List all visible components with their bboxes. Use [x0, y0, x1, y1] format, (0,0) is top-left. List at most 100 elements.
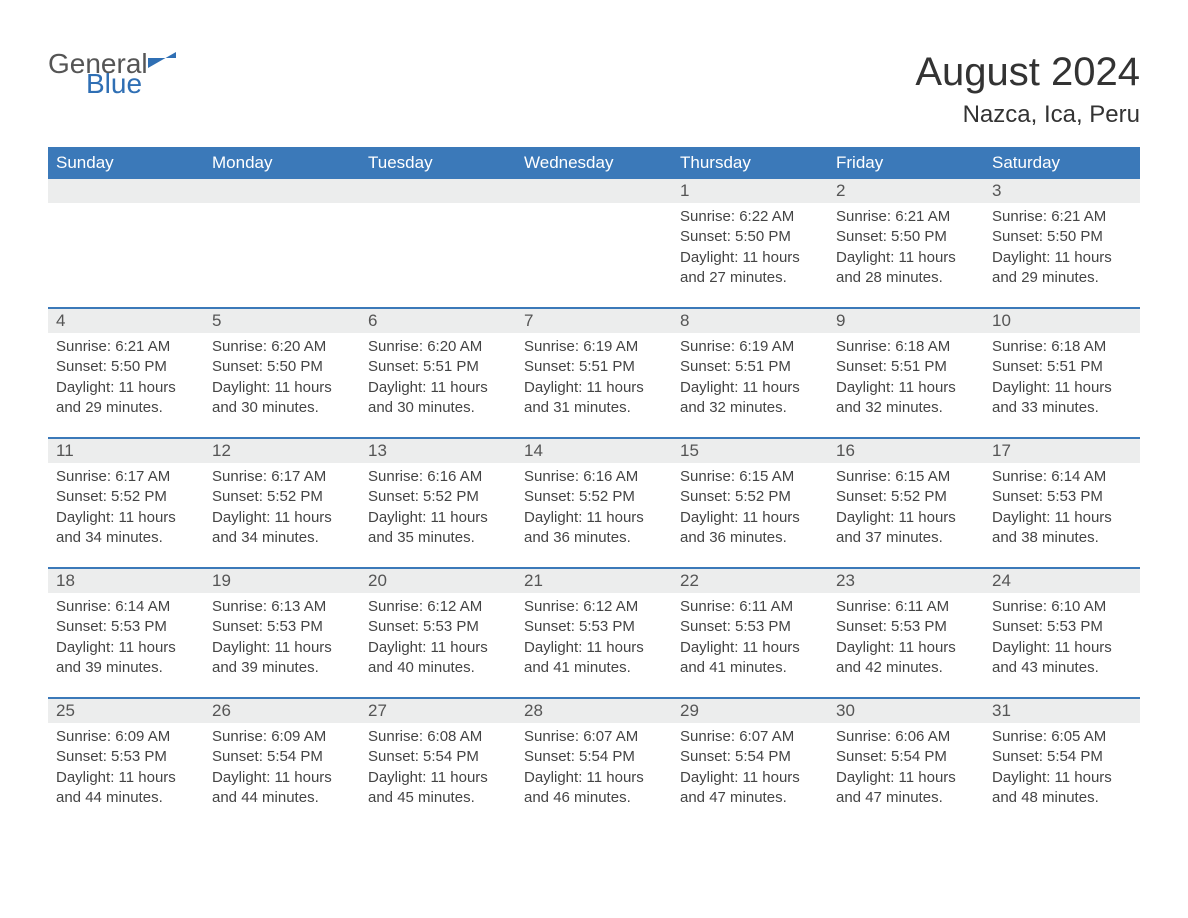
sunset-line: Sunset: 5:50 PM	[56, 357, 196, 377]
day-cell: 11Sunrise: 6:17 AMSunset: 5:52 PMDayligh…	[48, 439, 204, 567]
sunset-line: Sunset: 5:53 PM	[368, 617, 508, 637]
day-cell: 19Sunrise: 6:13 AMSunset: 5:53 PMDayligh…	[204, 569, 360, 697]
day-content: Sunrise: 6:21 AMSunset: 5:50 PMDaylight:…	[984, 203, 1140, 296]
daylight-line: Daylight: 11 hours and 38 minutes.	[992, 508, 1132, 549]
day-content: Sunrise: 6:15 AMSunset: 5:52 PMDaylight:…	[672, 463, 828, 556]
day-number: 2	[828, 179, 984, 203]
week-row: 25Sunrise: 6:09 AMSunset: 5:53 PMDayligh…	[48, 697, 1140, 827]
sunset-line: Sunset: 5:50 PM	[680, 227, 820, 247]
day-number: 24	[984, 569, 1140, 593]
daylight-line: Daylight: 11 hours and 31 minutes.	[524, 378, 664, 419]
sunset-line: Sunset: 5:52 PM	[212, 487, 352, 507]
daylight-line: Daylight: 11 hours and 33 minutes.	[992, 378, 1132, 419]
sunrise-line: Sunrise: 6:16 AM	[368, 467, 508, 487]
daylight-line: Daylight: 11 hours and 47 minutes.	[836, 768, 976, 809]
sunrise-line: Sunrise: 6:18 AM	[992, 337, 1132, 357]
week-row: 1Sunrise: 6:22 AMSunset: 5:50 PMDaylight…	[48, 179, 1140, 307]
sunrise-line: Sunrise: 6:12 AM	[368, 597, 508, 617]
day-number: 20	[360, 569, 516, 593]
day-content: Sunrise: 6:07 AMSunset: 5:54 PMDaylight:…	[672, 723, 828, 816]
day-cell: 23Sunrise: 6:11 AMSunset: 5:53 PMDayligh…	[828, 569, 984, 697]
day-cell: 24Sunrise: 6:10 AMSunset: 5:53 PMDayligh…	[984, 569, 1140, 697]
day-content: Sunrise: 6:17 AMSunset: 5:52 PMDaylight:…	[204, 463, 360, 556]
day-cell	[360, 179, 516, 307]
weekday-header-cell: Wednesday	[516, 147, 672, 179]
daylight-line: Daylight: 11 hours and 36 minutes.	[524, 508, 664, 549]
day-content: Sunrise: 6:12 AMSunset: 5:53 PMDaylight:…	[516, 593, 672, 686]
day-content: Sunrise: 6:16 AMSunset: 5:52 PMDaylight:…	[516, 463, 672, 556]
week-row: 11Sunrise: 6:17 AMSunset: 5:52 PMDayligh…	[48, 437, 1140, 567]
day-number: 8	[672, 309, 828, 333]
empty-day-bar	[360, 179, 516, 203]
sunset-line: Sunset: 5:51 PM	[368, 357, 508, 377]
day-number: 26	[204, 699, 360, 723]
day-number: 30	[828, 699, 984, 723]
day-cell: 16Sunrise: 6:15 AMSunset: 5:52 PMDayligh…	[828, 439, 984, 567]
sunrise-line: Sunrise: 6:06 AM	[836, 727, 976, 747]
sunrise-line: Sunrise: 6:19 AM	[680, 337, 820, 357]
day-cell: 9Sunrise: 6:18 AMSunset: 5:51 PMDaylight…	[828, 309, 984, 437]
sunset-line: Sunset: 5:53 PM	[992, 487, 1132, 507]
daylight-line: Daylight: 11 hours and 41 minutes.	[524, 638, 664, 679]
day-content: Sunrise: 6:19 AMSunset: 5:51 PMDaylight:…	[516, 333, 672, 426]
weekday-header-cell: Monday	[204, 147, 360, 179]
daylight-line: Daylight: 11 hours and 39 minutes.	[56, 638, 196, 679]
daylight-line: Daylight: 11 hours and 48 minutes.	[992, 768, 1132, 809]
daylight-line: Daylight: 11 hours and 28 minutes.	[836, 248, 976, 289]
day-number: 12	[204, 439, 360, 463]
weekday-header-cell: Friday	[828, 147, 984, 179]
day-number: 23	[828, 569, 984, 593]
day-content: Sunrise: 6:11 AMSunset: 5:53 PMDaylight:…	[828, 593, 984, 686]
weekday-header-cell: Sunday	[48, 147, 204, 179]
day-content: Sunrise: 6:05 AMSunset: 5:54 PMDaylight:…	[984, 723, 1140, 816]
day-cell: 28Sunrise: 6:07 AMSunset: 5:54 PMDayligh…	[516, 699, 672, 827]
sunset-line: Sunset: 5:52 PM	[56, 487, 196, 507]
location-subtitle: Nazca, Ica, Peru	[915, 101, 1140, 129]
sunrise-line: Sunrise: 6:21 AM	[836, 207, 976, 227]
day-number: 16	[828, 439, 984, 463]
calendar-weeks: 1Sunrise: 6:22 AMSunset: 5:50 PMDaylight…	[48, 179, 1140, 827]
sunset-line: Sunset: 5:50 PM	[836, 227, 976, 247]
day-cell: 6Sunrise: 6:20 AMSunset: 5:51 PMDaylight…	[360, 309, 516, 437]
day-number: 4	[48, 309, 204, 333]
empty-day-bar	[204, 179, 360, 203]
day-number: 31	[984, 699, 1140, 723]
sunset-line: Sunset: 5:53 PM	[836, 617, 976, 637]
sunset-line: Sunset: 5:53 PM	[680, 617, 820, 637]
day-number: 5	[204, 309, 360, 333]
sunrise-line: Sunrise: 6:05 AM	[992, 727, 1132, 747]
sunset-line: Sunset: 5:54 PM	[680, 747, 820, 767]
day-number: 19	[204, 569, 360, 593]
daylight-line: Daylight: 11 hours and 39 minutes.	[212, 638, 352, 679]
day-content: Sunrise: 6:09 AMSunset: 5:54 PMDaylight:…	[204, 723, 360, 816]
day-number: 10	[984, 309, 1140, 333]
sunrise-line: Sunrise: 6:16 AM	[524, 467, 664, 487]
daylight-line: Daylight: 11 hours and 30 minutes.	[368, 378, 508, 419]
week-row: 18Sunrise: 6:14 AMSunset: 5:53 PMDayligh…	[48, 567, 1140, 697]
sunrise-line: Sunrise: 6:12 AM	[524, 597, 664, 617]
sunrise-line: Sunrise: 6:15 AM	[836, 467, 976, 487]
day-content: Sunrise: 6:12 AMSunset: 5:53 PMDaylight:…	[360, 593, 516, 686]
day-content: Sunrise: 6:20 AMSunset: 5:51 PMDaylight:…	[360, 333, 516, 426]
day-cell: 7Sunrise: 6:19 AMSunset: 5:51 PMDaylight…	[516, 309, 672, 437]
day-cell: 27Sunrise: 6:08 AMSunset: 5:54 PMDayligh…	[360, 699, 516, 827]
day-number: 18	[48, 569, 204, 593]
day-content: Sunrise: 6:19 AMSunset: 5:51 PMDaylight:…	[672, 333, 828, 426]
sunrise-line: Sunrise: 6:21 AM	[56, 337, 196, 357]
day-content: Sunrise: 6:09 AMSunset: 5:53 PMDaylight:…	[48, 723, 204, 816]
day-number: 15	[672, 439, 828, 463]
day-cell: 15Sunrise: 6:15 AMSunset: 5:52 PMDayligh…	[672, 439, 828, 567]
day-content: Sunrise: 6:06 AMSunset: 5:54 PMDaylight:…	[828, 723, 984, 816]
weekday-header-cell: Thursday	[672, 147, 828, 179]
day-content: Sunrise: 6:14 AMSunset: 5:53 PMDaylight:…	[48, 593, 204, 686]
day-content: Sunrise: 6:16 AMSunset: 5:52 PMDaylight:…	[360, 463, 516, 556]
sunset-line: Sunset: 5:53 PM	[212, 617, 352, 637]
sunset-line: Sunset: 5:52 PM	[680, 487, 820, 507]
daylight-line: Daylight: 11 hours and 30 minutes.	[212, 378, 352, 419]
sunrise-line: Sunrise: 6:07 AM	[680, 727, 820, 747]
day-number: 1	[672, 179, 828, 203]
daylight-line: Daylight: 11 hours and 34 minutes.	[212, 508, 352, 549]
day-cell: 18Sunrise: 6:14 AMSunset: 5:53 PMDayligh…	[48, 569, 204, 697]
day-content: Sunrise: 6:15 AMSunset: 5:52 PMDaylight:…	[828, 463, 984, 556]
sunrise-line: Sunrise: 6:22 AM	[680, 207, 820, 227]
